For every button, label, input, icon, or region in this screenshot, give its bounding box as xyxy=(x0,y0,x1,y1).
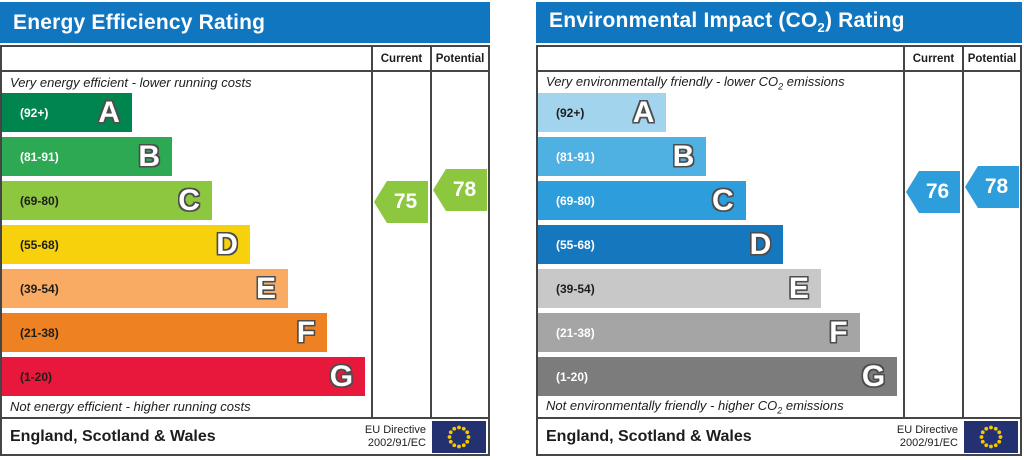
band-a: (92+) A xyxy=(538,93,667,132)
band-letter: D xyxy=(216,228,238,261)
region-label: England, Scotland & Wales xyxy=(546,427,752,445)
current-column-header: Current xyxy=(371,47,430,70)
band-letter: G xyxy=(329,360,354,393)
band-g: (1-20) G xyxy=(2,357,366,396)
band-letter: E xyxy=(255,272,276,305)
band-range: (21-38) xyxy=(20,325,59,340)
current-rating-arrow: 75 xyxy=(374,181,428,223)
band-range: (21-38) xyxy=(556,325,595,340)
potential-column-header: Potential xyxy=(962,47,1020,70)
top-note: Very energy efficient - lower running co… xyxy=(10,75,252,90)
current-column: 76 xyxy=(903,72,962,417)
band-letter: B xyxy=(138,140,161,173)
eu-directive-label: EU Directive 2002/91/EC xyxy=(364,424,426,449)
empty-header-cell xyxy=(2,47,371,70)
potential-rating-arrow: 78 xyxy=(965,166,1019,208)
band-range: (81-91) xyxy=(556,149,595,164)
current-column: 75 xyxy=(371,72,430,417)
band-range: (69-80) xyxy=(556,193,595,208)
panel-title: Environmental Impact (CO2) Rating xyxy=(549,9,905,36)
band-range: (39-54) xyxy=(556,281,595,296)
energy-efficiency-panel: Energy Efficiency Rating Current Potenti… xyxy=(0,2,490,456)
bottom-note: Not environmentally friendly - higher CO… xyxy=(546,397,844,416)
band-letter: D xyxy=(749,228,772,261)
band-letter: E xyxy=(788,272,809,305)
footer-bar: England, Scotland & Wales EU Directive 2… xyxy=(0,417,490,456)
band-d: (55-68) D xyxy=(538,225,784,264)
potential-column: 78 xyxy=(962,72,1020,417)
current-rating-value: 75 xyxy=(393,190,418,213)
band-range: (92+) xyxy=(20,105,49,120)
band-f: (21-38) F xyxy=(538,313,860,352)
region-label: England, Scotland & Wales xyxy=(10,427,216,445)
band-area: Very energy efficient - lower running co… xyxy=(2,72,371,417)
band-range: (81-91) xyxy=(20,149,59,164)
band-range: (1-20) xyxy=(556,369,589,384)
band-letter: G xyxy=(861,360,886,393)
potential-column: 78 xyxy=(430,72,488,417)
potential-rating-arrow: 78 xyxy=(433,169,487,211)
band-b: (81-91) B xyxy=(538,137,707,176)
table-body: Very environmentally friendly - lower CO… xyxy=(538,72,1020,417)
current-rating-arrow: 76 xyxy=(906,171,960,213)
band-letter: A xyxy=(632,96,655,129)
energy-efficiency-title-bar: Energy Efficiency Rating xyxy=(0,2,490,43)
bands: (92+) A (81-91) B (69-80) C (55-68) xyxy=(2,93,371,396)
environmental-rating-table: Current Potential Very environmentally f… xyxy=(536,45,1022,419)
top-note: Very environmentally friendly - lower CO… xyxy=(546,73,845,92)
environmental-impact-title-bar: Environmental Impact (CO2) Rating xyxy=(536,2,1022,43)
band-letter: F xyxy=(829,316,848,349)
band-letter: F xyxy=(296,316,316,349)
band-c: (69-80) C xyxy=(538,181,746,220)
panel-title: Energy Efficiency Rating xyxy=(13,10,266,34)
bands: (92+) A (81-91) B (69-80) C (55-68) xyxy=(538,93,903,396)
band-range: (1-20) xyxy=(20,369,53,384)
band-letter: C xyxy=(178,184,200,217)
energy-rating-table: Current Potential Very energy efficient … xyxy=(0,45,490,419)
environmental-impact-panel: Environmental Impact (CO2) Rating Curren… xyxy=(536,2,1022,456)
table-header-row: Current Potential xyxy=(2,47,488,72)
potential-column-header: Potential xyxy=(430,47,488,70)
current-rating-value: 76 xyxy=(925,180,950,203)
band-f: (21-38) F xyxy=(2,313,328,352)
band-c: (69-80) C xyxy=(2,181,212,220)
footer-bar: England, Scotland & Wales EU Directive 2… xyxy=(536,417,1022,456)
band-range: (92+) xyxy=(556,105,585,120)
band-letter: C xyxy=(712,184,734,217)
eu-flag-icon xyxy=(432,420,486,453)
band-e: (39-54) E xyxy=(2,269,288,308)
potential-rating-value: 78 xyxy=(452,178,477,201)
eu-flag-icon xyxy=(964,420,1018,453)
table-header-row: Current Potential xyxy=(538,47,1020,72)
current-column-header: Current xyxy=(903,47,962,70)
table-body: Very energy efficient - lower running co… xyxy=(2,72,488,417)
band-g: (1-20) G xyxy=(538,357,898,396)
bottom-note: Not energy efficient - higher running co… xyxy=(10,399,251,414)
band-b: (81-91) B xyxy=(2,137,173,176)
band-range: (55-68) xyxy=(20,237,59,252)
band-range: (69-80) xyxy=(20,193,59,208)
band-range: (39-54) xyxy=(20,281,59,296)
eu-directive-label: EU Directive 2002/91/EC xyxy=(896,424,958,449)
band-range: (55-68) xyxy=(556,237,595,252)
band-e: (39-54) E xyxy=(538,269,821,308)
band-letter: A xyxy=(98,96,120,129)
empty-header-cell xyxy=(538,47,903,70)
band-d: (55-68) D xyxy=(2,225,250,264)
potential-rating-value: 78 xyxy=(984,175,1009,198)
band-a: (92+) A xyxy=(2,93,132,132)
band-letter: B xyxy=(672,140,695,173)
band-area: Very environmentally friendly - lower CO… xyxy=(538,72,903,417)
